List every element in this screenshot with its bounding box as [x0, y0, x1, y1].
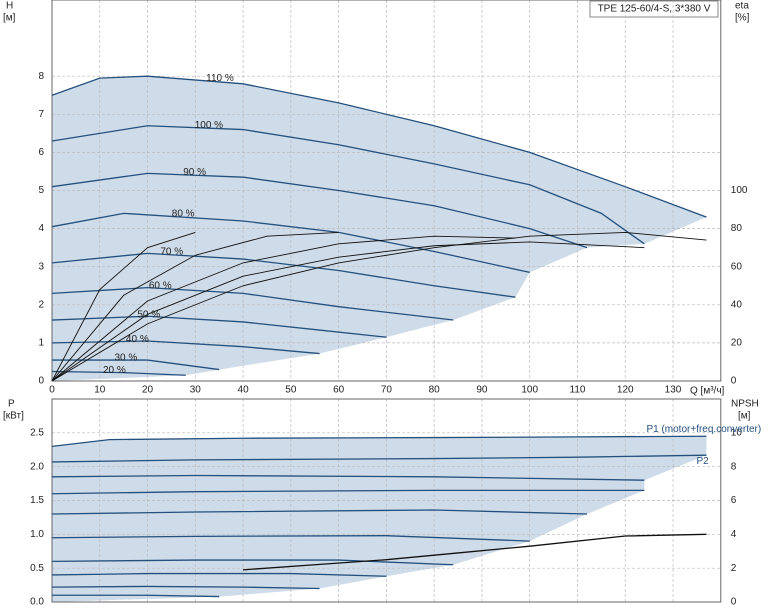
- y-tick-label: 0.5: [30, 563, 44, 574]
- plot-frame: [51, 0, 722, 382]
- curve: [51, 435, 707, 448]
- y-tick-label: 7: [38, 109, 44, 120]
- y-tick-label: 1.0: [30, 529, 44, 540]
- power-label: P2: [696, 456, 709, 467]
- curve: [51, 509, 588, 515]
- x-tick-label: 0: [49, 385, 55, 396]
- p-axis-label: P: [8, 399, 15, 410]
- y2-tick-label: 6: [731, 495, 737, 506]
- curve: [51, 572, 387, 577]
- eta-curve: [51, 235, 516, 382]
- x-tick-label: 90: [476, 385, 488, 396]
- eta-curve: [51, 231, 196, 382]
- speed-label: 60 %: [149, 281, 172, 292]
- speed-label: 110 %: [206, 73, 234, 84]
- speed-label: 80 %: [172, 209, 195, 220]
- y2-tick-label: 60: [731, 261, 743, 272]
- speed-label: 100 %: [195, 120, 223, 131]
- y-tick-label: 5: [38, 185, 44, 196]
- x-tick-label: 50: [285, 385, 297, 396]
- plot-frame: [51, 398, 722, 603]
- speed-label: 50 %: [137, 310, 160, 321]
- eta-curve: [51, 231, 339, 382]
- x-tick-label: 100: [521, 385, 538, 396]
- h-unit: [м]: [3, 13, 16, 24]
- curve: [51, 287, 454, 321]
- curve: [51, 474, 645, 481]
- y-tick-label: 0: [38, 376, 44, 387]
- x-tick-label: 70: [381, 385, 393, 396]
- curve: [51, 252, 516, 298]
- speed-label: 30 %: [114, 353, 137, 364]
- curve: [51, 340, 320, 355]
- curve: [51, 559, 454, 566]
- eta-curve: [51, 231, 707, 382]
- y2-tick-label: 80: [731, 223, 743, 234]
- chart-title: TPE 125-60/4-S, 3*380 V: [598, 4, 711, 15]
- curve: [51, 535, 530, 542]
- x-tick-label: 30: [190, 385, 202, 396]
- y2-tick-label: 0: [731, 597, 737, 608]
- curve: [51, 172, 588, 249]
- curve: [51, 489, 645, 495]
- speed-label: 90 %: [183, 167, 206, 178]
- curve: [51, 75, 707, 218]
- curve: [51, 315, 387, 338]
- y-tick-label: 2.0: [30, 461, 44, 472]
- curve: [51, 454, 707, 463]
- y-tick-label: 3: [38, 261, 44, 272]
- eta-unit: [%]: [735, 13, 750, 24]
- curve: [51, 212, 530, 274]
- y2-tick-label: 20: [731, 338, 743, 349]
- x-tick-label: 130: [665, 385, 682, 396]
- x-tick-label: 120: [617, 385, 634, 396]
- y-tick-label: 4: [38, 223, 44, 234]
- speed-label: 40 %: [126, 334, 149, 345]
- speed-label: 70 %: [160, 246, 183, 257]
- x-tick-label: 80: [429, 385, 441, 396]
- npsh-axis-label: NPSH: [731, 399, 759, 410]
- y-tick-label: 6: [38, 147, 44, 158]
- npsh-curve: [243, 533, 707, 571]
- y-tick-label: 2.5: [30, 427, 44, 438]
- h-axis-label: H: [6, 1, 13, 12]
- npsh-unit: [м]: [738, 411, 751, 422]
- curve: [52, 594, 220, 598]
- curve: [51, 370, 186, 376]
- y2-tick-label: 100: [731, 185, 748, 196]
- x-axis-label: Q [м³/ч]: [690, 386, 725, 397]
- y2-tick-label: 8: [731, 461, 737, 472]
- y2-tick-label: 40: [731, 299, 743, 310]
- curve: [51, 125, 645, 245]
- x-tick-label: 20: [142, 385, 154, 396]
- x-tick-label: 10: [94, 385, 106, 396]
- eta-curve: [51, 241, 645, 382]
- eta-axis-label: eta: [735, 1, 749, 12]
- y-tick-label: 1.5: [30, 495, 44, 506]
- x-tick-label: 110: [570, 385, 586, 396]
- title-box: [589, 0, 719, 18]
- y-tick-label: 8: [38, 71, 44, 82]
- y2-tick-label: 10: [731, 427, 743, 438]
- y-tick-label: 0.0: [30, 597, 44, 608]
- x-tick-label: 60: [333, 385, 345, 396]
- curve: [51, 585, 320, 590]
- curve: [52, 359, 220, 371]
- y-tick-label: 1: [38, 338, 44, 349]
- power-label: P1 (motor+freq.converter): [646, 424, 761, 435]
- y-tick-label: 2: [38, 299, 44, 310]
- y2-tick-label: 0: [731, 376, 737, 387]
- p-unit: [кВт]: [3, 411, 24, 422]
- y2-tick-label: 2: [731, 563, 737, 574]
- x-tick-label: 40: [238, 385, 250, 396]
- y2-tick-label: 4: [731, 529, 737, 540]
- speed-label: 20 %: [103, 365, 126, 376]
